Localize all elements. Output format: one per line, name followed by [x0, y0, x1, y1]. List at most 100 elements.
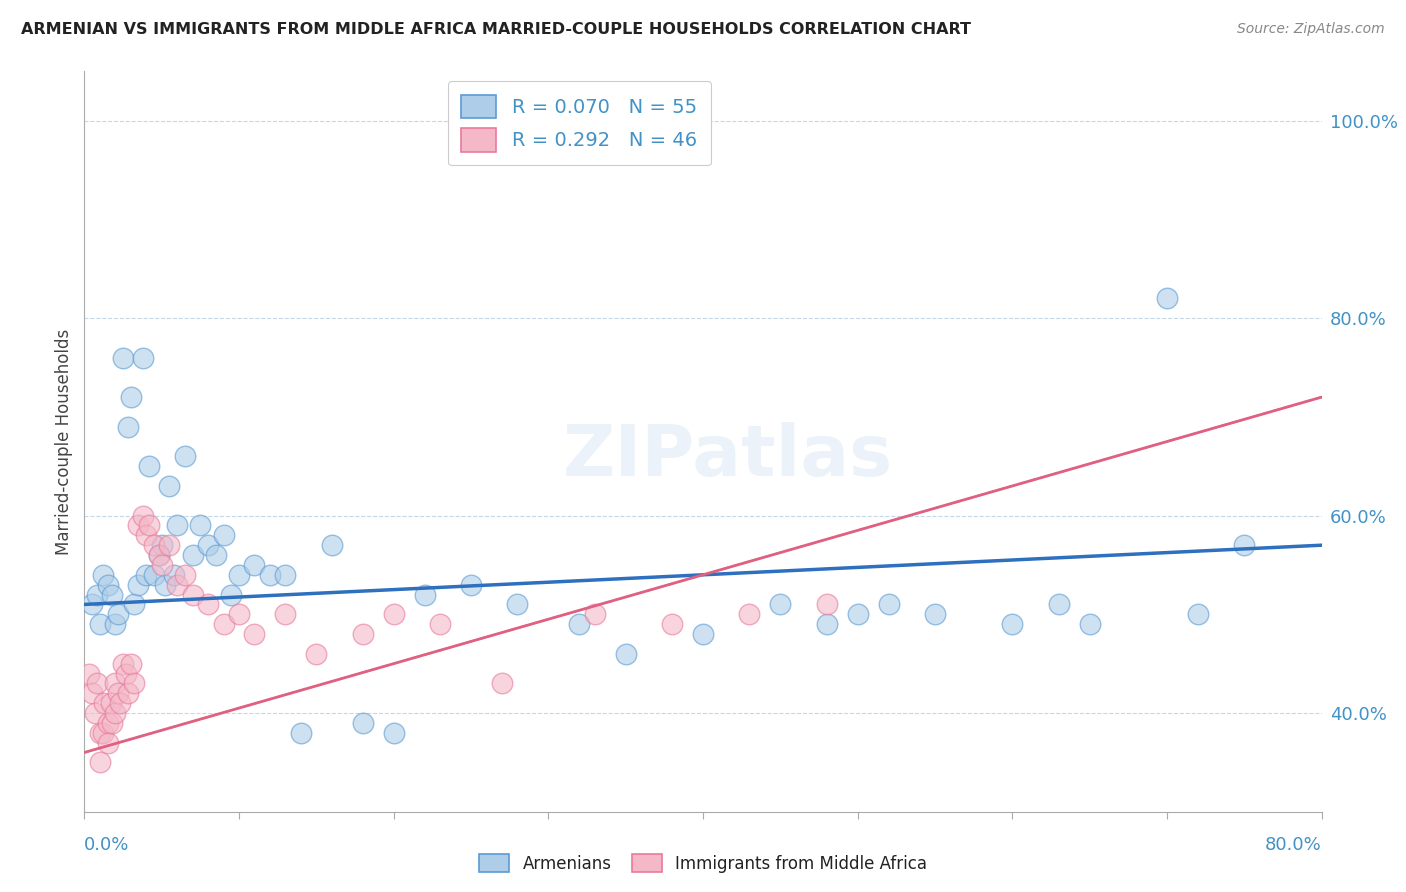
Point	[112, 657, 135, 671]
Point	[138, 518, 160, 533]
Point	[91, 725, 114, 739]
Point	[91, 567, 114, 582]
Point	[1001, 617, 1024, 632]
Point	[228, 607, 250, 622]
Point	[1078, 617, 1101, 632]
Point	[84, 706, 107, 720]
Point	[132, 508, 155, 523]
Point	[150, 538, 173, 552]
Legend: R = 0.070   N = 55, R = 0.292   N = 46: R = 0.070 N = 55, R = 0.292 N = 46	[449, 81, 710, 166]
Point	[96, 715, 118, 730]
Point	[89, 617, 111, 632]
Point	[108, 696, 131, 710]
Point	[148, 548, 170, 562]
Point	[614, 647, 637, 661]
Point	[197, 538, 219, 552]
Point	[86, 676, 108, 690]
Point	[219, 588, 242, 602]
Point	[815, 617, 838, 632]
Point	[143, 567, 166, 582]
Point	[212, 528, 235, 542]
Point	[174, 450, 197, 464]
Point	[413, 588, 436, 602]
Point	[877, 598, 900, 612]
Point	[89, 756, 111, 770]
Point	[148, 548, 170, 562]
Point	[117, 419, 139, 434]
Point	[82, 598, 104, 612]
Point	[382, 725, 405, 739]
Point	[568, 617, 591, 632]
Point	[104, 706, 127, 720]
Point	[101, 588, 124, 602]
Point	[93, 696, 115, 710]
Point	[107, 686, 129, 700]
Point	[1187, 607, 1209, 622]
Point	[101, 715, 124, 730]
Point	[86, 588, 108, 602]
Point	[924, 607, 946, 622]
Point	[135, 528, 157, 542]
Point	[138, 459, 160, 474]
Point	[1156, 292, 1178, 306]
Point	[181, 548, 204, 562]
Point	[846, 607, 869, 622]
Point	[77, 666, 100, 681]
Point	[661, 617, 683, 632]
Point	[112, 351, 135, 365]
Point	[274, 567, 297, 582]
Legend: Armenians, Immigrants from Middle Africa: Armenians, Immigrants from Middle Africa	[472, 847, 934, 880]
Point	[692, 627, 714, 641]
Point	[153, 577, 176, 591]
Point	[460, 577, 482, 591]
Point	[321, 538, 343, 552]
Point	[150, 558, 173, 572]
Point	[115, 666, 138, 681]
Point	[104, 617, 127, 632]
Text: 0.0%: 0.0%	[84, 837, 129, 855]
Y-axis label: Married-couple Households: Married-couple Households	[55, 328, 73, 555]
Point	[769, 598, 792, 612]
Point	[205, 548, 228, 562]
Point	[305, 647, 328, 661]
Point	[243, 627, 266, 641]
Point	[163, 567, 186, 582]
Point	[104, 676, 127, 690]
Point	[82, 686, 104, 700]
Point	[89, 725, 111, 739]
Point	[243, 558, 266, 572]
Point	[127, 577, 149, 591]
Point	[166, 518, 188, 533]
Text: 80.0%: 80.0%	[1265, 837, 1322, 855]
Point	[122, 598, 145, 612]
Point	[143, 538, 166, 552]
Point	[1233, 538, 1256, 552]
Point	[122, 676, 145, 690]
Point	[127, 518, 149, 533]
Point	[259, 567, 281, 582]
Point	[197, 598, 219, 612]
Point	[181, 588, 204, 602]
Point	[583, 607, 606, 622]
Point	[274, 607, 297, 622]
Point	[506, 598, 529, 612]
Point	[228, 567, 250, 582]
Point	[100, 696, 122, 710]
Point	[120, 657, 142, 671]
Point	[107, 607, 129, 622]
Point	[96, 736, 118, 750]
Point	[1047, 598, 1070, 612]
Point	[212, 617, 235, 632]
Text: Source: ZipAtlas.com: Source: ZipAtlas.com	[1237, 22, 1385, 37]
Point	[815, 598, 838, 612]
Text: ZIPatlas: ZIPatlas	[562, 422, 893, 491]
Point	[159, 479, 180, 493]
Point	[352, 627, 374, 641]
Point	[159, 538, 180, 552]
Point	[132, 351, 155, 365]
Point	[290, 725, 312, 739]
Point	[738, 607, 761, 622]
Point	[491, 676, 513, 690]
Point	[429, 617, 451, 632]
Point	[352, 715, 374, 730]
